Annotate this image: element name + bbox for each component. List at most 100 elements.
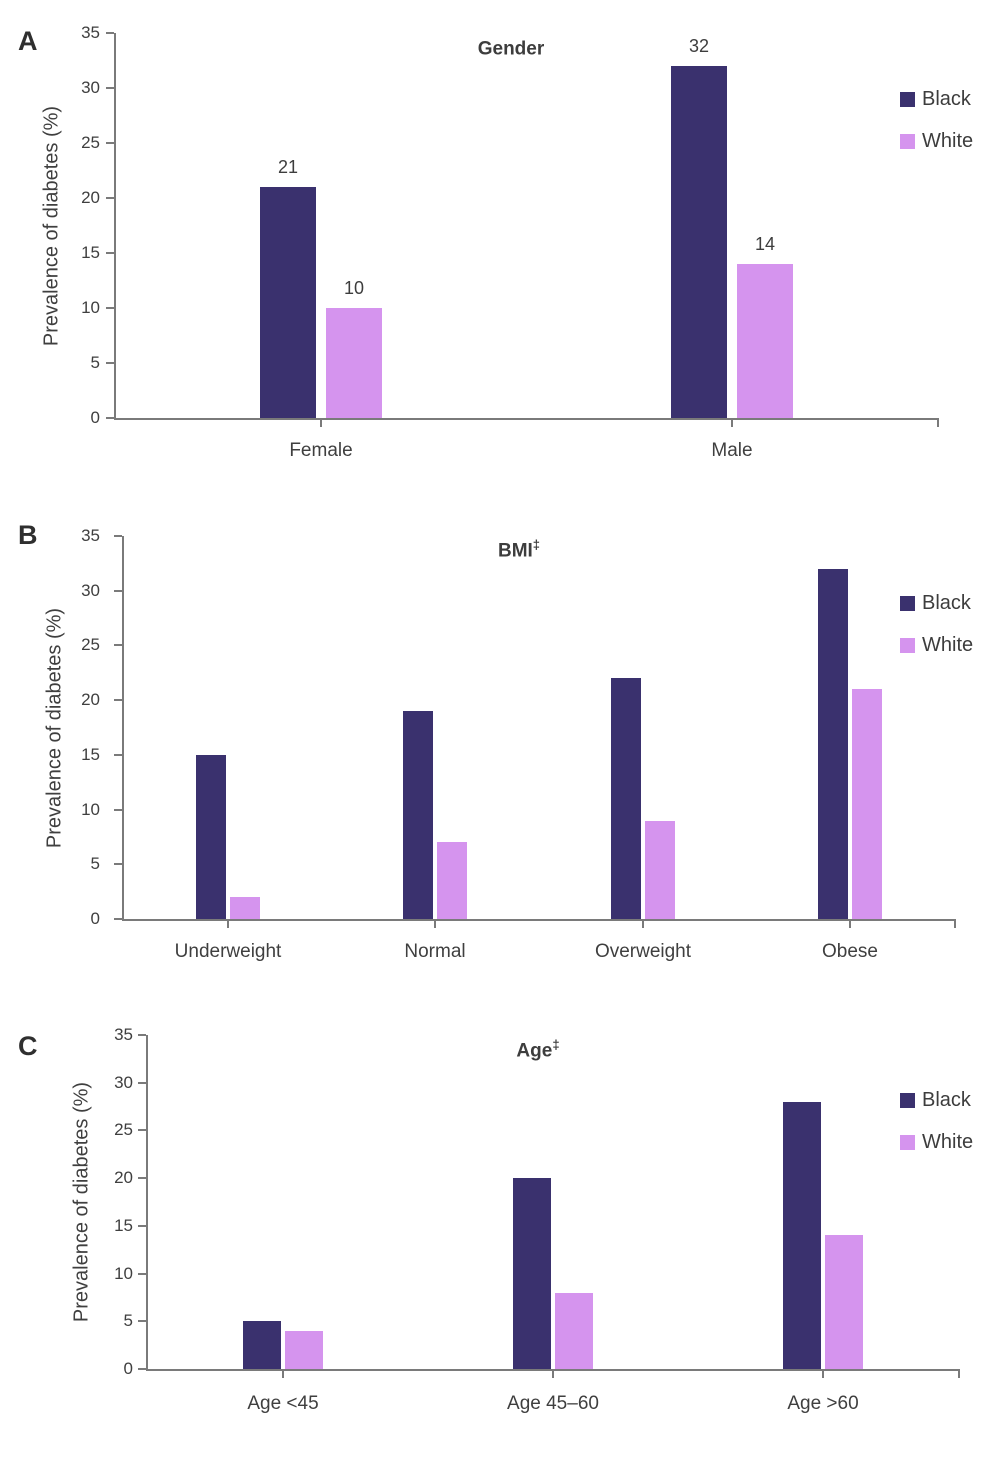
x-axis-category-tick bbox=[320, 420, 322, 427]
y-axis-line bbox=[146, 1035, 148, 1369]
y-tick-label: 5 bbox=[90, 353, 100, 372]
y-tick-label: 0 bbox=[123, 1359, 133, 1378]
y-tick-label: 25 bbox=[81, 635, 100, 654]
bar-black-3 bbox=[783, 1102, 821, 1369]
category-label: Age 45–60 bbox=[507, 1393, 599, 1414]
y-tick-label: 15 bbox=[81, 745, 100, 764]
bar-white-2 bbox=[555, 1293, 593, 1369]
legend-swatch-white bbox=[900, 1135, 915, 1150]
y-axis-tick bbox=[138, 1082, 146, 1084]
legend-swatch-white bbox=[900, 638, 915, 653]
y-tick-label: 15 bbox=[114, 1216, 133, 1235]
y-axis-tick bbox=[138, 1368, 146, 1370]
legend-swatch-black bbox=[900, 596, 915, 611]
y-axis-tick bbox=[138, 1034, 146, 1036]
y-axis-line bbox=[122, 536, 124, 919]
x-axis-end-tick bbox=[958, 1371, 960, 1378]
y-axis-tick bbox=[106, 32, 114, 34]
y-tick-label: 15 bbox=[81, 243, 100, 262]
category-label: Obese bbox=[822, 941, 878, 962]
bar-white-1 bbox=[285, 1331, 323, 1369]
x-axis-category-tick bbox=[849, 921, 851, 928]
y-axis-tick bbox=[114, 918, 122, 920]
bar-value-label: 21 bbox=[277, 157, 299, 177]
chart-b-legend-white: White bbox=[900, 634, 973, 657]
panel-letter-b: B bbox=[18, 520, 38, 550]
bar-black-2 bbox=[403, 711, 433, 919]
y-tick-label: 5 bbox=[123, 1311, 133, 1330]
y-tick-label: 30 bbox=[81, 78, 100, 97]
y-tick-label: 0 bbox=[90, 408, 100, 427]
bar-white-3 bbox=[825, 1235, 863, 1369]
x-axis-category-tick bbox=[434, 921, 436, 928]
bar-white-1 bbox=[230, 897, 260, 919]
legend-label-white: White bbox=[922, 130, 974, 152]
bar-white-4 bbox=[852, 689, 882, 919]
chart-b-title-sup: ‡ bbox=[532, 537, 541, 552]
y-tick-label: 10 bbox=[81, 800, 100, 819]
chart-c-legend-black: Black bbox=[900, 1089, 971, 1112]
y-tick-label: 5 bbox=[90, 854, 100, 873]
category-label: Age <45 bbox=[247, 1393, 319, 1414]
bar-white-2 bbox=[737, 264, 793, 418]
chart-a-legend-white: White bbox=[900, 130, 973, 153]
y-tick-label: 25 bbox=[81, 133, 100, 152]
chart-c-title: Age‡ bbox=[516, 1037, 560, 1062]
legend-label-white: White bbox=[922, 634, 974, 656]
category-label: Normal bbox=[404, 941, 466, 962]
x-axis-category-tick bbox=[282, 1371, 284, 1378]
x-axis-line bbox=[146, 1369, 960, 1371]
bar-black-4 bbox=[818, 569, 848, 919]
y-axis-tick bbox=[138, 1225, 146, 1227]
y-axis-tick bbox=[138, 1320, 146, 1322]
x-axis-category-tick bbox=[822, 1371, 824, 1378]
y-axis-tick bbox=[106, 307, 114, 309]
bar-white-1 bbox=[326, 308, 382, 418]
panel-letter-a: A bbox=[18, 26, 38, 56]
y-tick-label: 35 bbox=[114, 1025, 133, 1044]
x-axis-category-tick bbox=[642, 921, 644, 928]
x-axis-category-tick bbox=[731, 420, 733, 427]
y-tick-label: 20 bbox=[114, 1168, 133, 1187]
category-label: Overweight bbox=[594, 941, 692, 962]
x-axis-category-tick bbox=[552, 1371, 554, 1378]
y-tick-label: 35 bbox=[81, 526, 100, 545]
y-axis-tick bbox=[138, 1129, 146, 1131]
legend-swatch-black bbox=[900, 1093, 915, 1108]
bar-value-label: 14 bbox=[754, 234, 776, 254]
legend-label-black: Black bbox=[922, 88, 971, 110]
y-axis-tick bbox=[114, 535, 122, 537]
y-axis-tick bbox=[106, 87, 114, 89]
y-tick-label: 10 bbox=[114, 1264, 133, 1283]
bar-value-label: 32 bbox=[688, 36, 710, 56]
chart-a-legend-black: Black bbox=[900, 88, 971, 111]
y-axis-tick bbox=[138, 1273, 146, 1275]
y-tick-label: 35 bbox=[81, 23, 100, 42]
x-axis-end-tick bbox=[937, 420, 939, 427]
y-axis-tick bbox=[114, 590, 122, 592]
y-axis-tick bbox=[114, 644, 122, 646]
y-tick-label: 30 bbox=[81, 581, 100, 600]
bar-black-2 bbox=[513, 1178, 551, 1369]
legend-swatch-white bbox=[900, 134, 915, 149]
bar-black-1 bbox=[196, 755, 226, 919]
y-axis-tick bbox=[114, 863, 122, 865]
category-label: Age >60 bbox=[787, 1393, 859, 1414]
category-label: Underweight bbox=[174, 941, 282, 962]
x-axis-line bbox=[122, 919, 956, 921]
y-tick-label: 30 bbox=[114, 1073, 133, 1092]
y-axis-tick bbox=[114, 754, 122, 756]
bar-value-label: 10 bbox=[343, 278, 365, 298]
y-tick-label: 20 bbox=[81, 690, 100, 709]
bar-black-1 bbox=[260, 187, 316, 418]
legend-swatch-black bbox=[900, 92, 915, 107]
y-tick-label: 20 bbox=[81, 188, 100, 207]
y-axis-tick bbox=[106, 252, 114, 254]
chart-b-title: BMI‡ bbox=[497, 537, 541, 562]
y-axis-tick bbox=[114, 699, 122, 701]
y-axis-tick bbox=[106, 362, 114, 364]
y-axis-tick bbox=[106, 142, 114, 144]
legend-label-black: Black bbox=[922, 592, 971, 614]
x-axis-category-tick bbox=[227, 921, 229, 928]
y-axis-tick bbox=[106, 197, 114, 199]
